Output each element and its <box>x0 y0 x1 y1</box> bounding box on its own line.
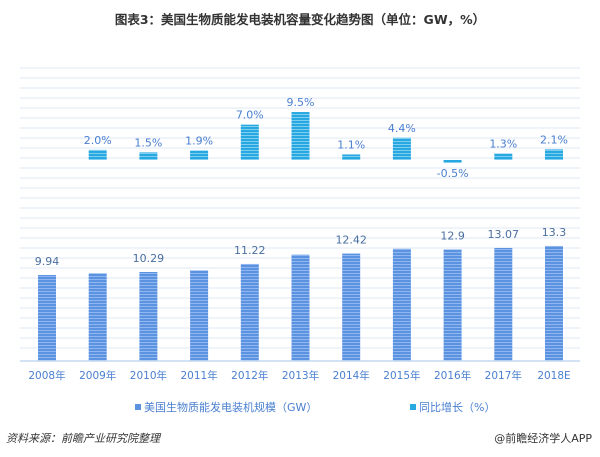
growth-bar <box>240 124 259 160</box>
growth-bar <box>291 112 310 160</box>
x-tick-label: 2015年 <box>383 369 420 382</box>
x-tick-label: 2018E <box>537 370 570 382</box>
growth-data-label: 1.1% <box>337 138 365 151</box>
growth-data-label: 2.1% <box>540 133 568 146</box>
capacity-data-label: 13.3 <box>542 226 567 239</box>
legend-label: 美国生物质能发电装机规模（GW） <box>144 401 318 414</box>
x-tick-label: 2009年 <box>79 369 116 382</box>
growth-data-label: 1.3% <box>489 137 517 150</box>
legend-swatch <box>135 404 141 410</box>
capacity-bar <box>190 270 209 361</box>
growth-bar <box>392 137 411 160</box>
capacity-bar <box>443 249 462 361</box>
legend-label: 同比增长（%） <box>419 401 496 414</box>
growth-data-label: 1.9% <box>185 134 213 147</box>
x-tick-label: 2016年 <box>434 369 471 382</box>
capacity-data-label: 12.42 <box>335 234 367 247</box>
x-tick-label: 2014年 <box>333 369 370 382</box>
source-note: 资料来源：前瞻产业研究院整理 <box>6 432 160 445</box>
growth-bar <box>545 149 563 160</box>
capacity-data-label: 10.29 <box>133 252 165 265</box>
capacity-bar <box>240 263 259 361</box>
growth-data-label: 9.5% <box>287 96 315 109</box>
x-tick-label: 2008年 <box>28 369 65 382</box>
legend-swatch <box>410 404 416 410</box>
x-tick-label: 2017年 <box>485 369 522 382</box>
capacity-data-label: 11.22 <box>234 244 266 257</box>
capacity-data-label: 12.9 <box>440 229 465 242</box>
credit: @前瞻经济学人APP <box>494 432 592 445</box>
x-tick-label: 2011年 <box>180 369 217 382</box>
x-tick-label: 2013年 <box>282 369 319 382</box>
capacity-bar <box>291 254 310 361</box>
capacity-data-label: 9.94 <box>35 255 60 268</box>
capacity-bar <box>38 275 56 361</box>
capacity-bar <box>88 273 107 361</box>
chart-title: 图表3：美国生物质能发电装机容量变化趋势图（单位：GW，%） <box>114 12 486 27</box>
capacity-bar <box>342 253 361 361</box>
capacity-data-label: 13.07 <box>488 228 520 241</box>
growth-bar <box>443 160 462 163</box>
growth-data-label: 7.0% <box>236 109 264 122</box>
legend-growth: 同比增长（%） <box>410 399 495 415</box>
growth-bar <box>190 150 209 160</box>
growth-bar <box>139 152 158 160</box>
capacity-bar <box>392 248 411 361</box>
growth-bar <box>88 149 107 160</box>
capacity-bar <box>545 245 563 361</box>
x-tick-label: 2010年 <box>130 369 167 382</box>
growth-data-label: 1.5% <box>134 136 162 149</box>
growth-bar <box>494 153 513 160</box>
legend-capacity: 美国生物质能发电装机规模（GW） <box>135 399 317 415</box>
growth-data-label: 4.4% <box>388 122 416 135</box>
growth-bar <box>342 154 361 160</box>
growth-data-label: 2.0% <box>84 134 112 147</box>
capacity-bar <box>494 247 513 361</box>
growth-data-label: -0.5% <box>437 167 469 180</box>
capacity-bar <box>139 271 158 361</box>
x-tick-label: 2012年 <box>231 369 268 382</box>
